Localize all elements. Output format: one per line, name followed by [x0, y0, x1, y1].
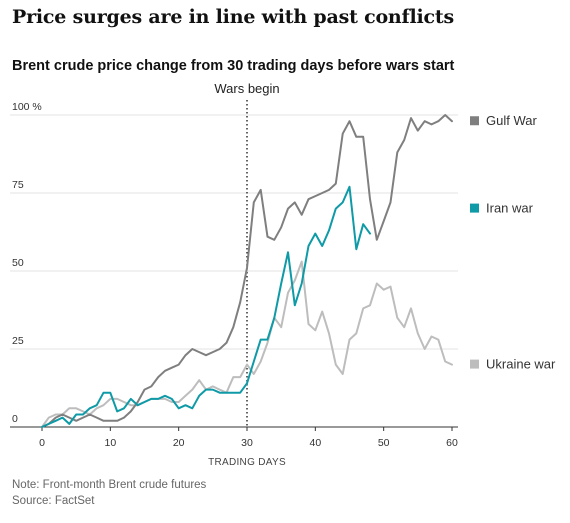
y-tick-label: 25 — [12, 335, 24, 347]
chart-source: Source: FactSet — [12, 495, 95, 507]
x-tick-label: 50 — [378, 437, 390, 449]
x-tick-label: 10 — [104, 437, 116, 449]
chart-note: Note: Front-month Brent crude futures — [12, 479, 207, 491]
y-tick-label: 0 — [12, 413, 18, 425]
x-tick-label: 30 — [241, 437, 253, 449]
legend-swatch-gulf-war — [470, 116, 479, 126]
axis-layer: 0 25 50 75 100 % 0 10 20 30 40 50 60 TRADING DAYS — [10, 101, 458, 468]
x-tick-label: 40 — [309, 437, 321, 449]
headline: Price surges are in line with past confl… — [12, 6, 454, 28]
legend-label-gulf-war: Gulf War — [486, 113, 537, 128]
legend-swatch-iran-war — [470, 203, 479, 213]
legend-swatch-ukraine-war — [470, 359, 479, 369]
legend-layer: Gulf War Iran war Ukraine war — [470, 113, 556, 372]
series-line-iran-war — [41, 185, 371, 428]
x-tick-label: 0 — [39, 437, 45, 449]
wars-begin-label: Wars begin — [214, 81, 279, 96]
annotation-layer: Wars begin — [214, 81, 280, 427]
line-chart: 0 25 50 75 100 % 0 10 20 30 40 50 60 TRADING DAYS Wa… — [10, 81, 556, 468]
chart-title: Brent crude price change from 30 trading… — [12, 58, 455, 74]
y-tick-label: 50 — [12, 257, 24, 269]
legend-label-iran-war: Iran war — [486, 201, 534, 216]
y-tick-label: 100 % — [12, 101, 42, 113]
y-tick-label: 75 — [12, 179, 24, 191]
grid-layer — [10, 114, 458, 350]
x-axis-label: TRADING DAYS — [208, 457, 286, 468]
series-layer — [41, 114, 453, 428]
legend-label-ukraine-war: Ukraine war — [486, 357, 556, 372]
x-tick-label: 20 — [173, 437, 185, 449]
series-line-ukraine-war — [41, 260, 453, 428]
x-tick-label: 60 — [446, 437, 458, 449]
series-line-gulf-war — [41, 114, 453, 428]
